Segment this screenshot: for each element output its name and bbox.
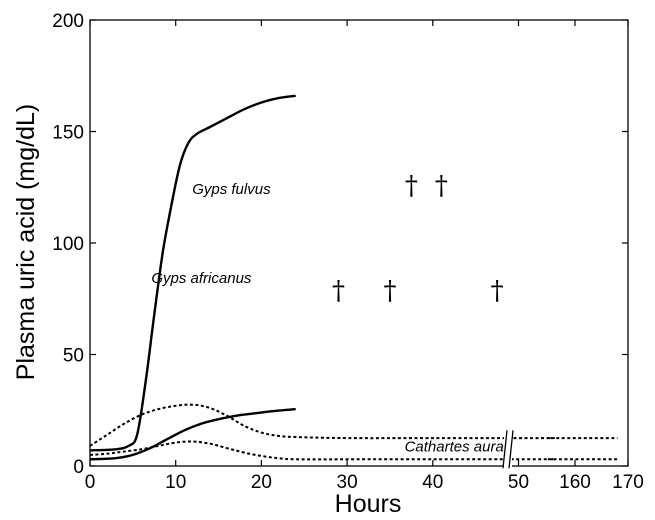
series-layer	[89, 94, 618, 469]
y-tick-label: 100	[52, 234, 84, 255]
series-line-3	[89, 440, 618, 461]
mortality-marker-layer: † † † † †	[332, 171, 504, 306]
x-tick-label: 20	[251, 472, 272, 493]
series-line-2	[89, 403, 618, 447]
series-line-1	[89, 407, 296, 461]
x-tick-label: 0	[85, 472, 96, 493]
y-tick-label: 200	[52, 11, 84, 32]
x-tick-label: 50	[508, 472, 529, 493]
mortality-marker: †	[332, 276, 345, 306]
x-tick-label: 30	[337, 472, 358, 493]
x-tick-label: 170	[612, 472, 644, 493]
mortality-marker: †	[383, 276, 396, 306]
mortality-marker: †	[405, 171, 418, 201]
ticks-layer: 0 10 20 30 40 50 160 170 0 50 100 150 200	[52, 11, 644, 493]
axis-break-marker	[502, 430, 514, 469]
x-tick-label: 160	[559, 472, 591, 493]
mortality-marker: †	[491, 276, 504, 306]
mortality-marker: †	[435, 171, 448, 201]
series-annotation: Gyps africanus	[151, 270, 252, 287]
series-annotation: Gyps fulvus	[192, 181, 271, 198]
series-annotation: Cathartes aura	[405, 439, 504, 456]
axis-break-slash	[508, 430, 514, 469]
y-axis-title: Plasma uric acid (mg/dL)	[12, 104, 40, 380]
series-line-0	[89, 94, 296, 452]
annotation-layer: Gyps fulvus Gyps africanus Cathartes aura	[151, 181, 503, 456]
axes-frame	[89, 19, 629, 467]
y-tick-label: 50	[63, 346, 84, 367]
axis-break-slash	[502, 430, 508, 469]
axis-title-layer: Hours Plasma uric acid (mg/dL)	[12, 104, 401, 518]
plot-frame	[89, 19, 629, 467]
x-axis-title: Hours	[335, 490, 402, 518]
axis-break-gap	[504, 430, 512, 469]
y-tick-label: 150	[52, 123, 84, 144]
y-tick-label: 0	[73, 457, 84, 478]
x-tick-label: 40	[422, 472, 443, 493]
x-tick-label: 10	[165, 472, 186, 493]
